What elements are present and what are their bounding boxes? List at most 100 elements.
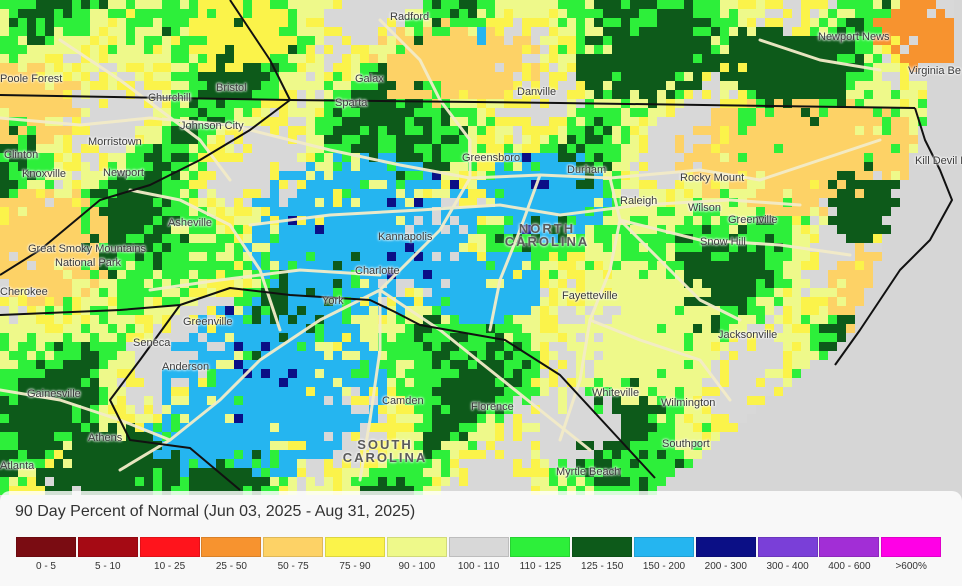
grid-cell — [450, 405, 459, 414]
grid-cell — [414, 72, 423, 81]
grid-cell — [864, 279, 873, 288]
grid-cell — [531, 216, 540, 225]
grid-cell — [846, 90, 855, 99]
grid-cell — [504, 225, 513, 234]
grid-cell — [423, 315, 432, 324]
grid-cell — [729, 90, 738, 99]
grid-cell — [738, 414, 747, 423]
grid-cell — [252, 342, 261, 351]
grid-cell — [603, 396, 612, 405]
grid-cell — [936, 0, 945, 9]
grid-cell — [162, 297, 171, 306]
grid-cell — [477, 261, 486, 270]
grid-cell — [243, 450, 252, 459]
grid-cell — [189, 396, 198, 405]
grid-cell — [432, 0, 441, 9]
grid-cell — [135, 207, 144, 216]
grid-cell — [522, 198, 531, 207]
grid-cell — [414, 27, 423, 36]
grid-cell — [18, 252, 27, 261]
grid-cell — [630, 27, 639, 36]
grid-cell — [198, 387, 207, 396]
grid-cell — [720, 198, 729, 207]
grid-cell — [864, 108, 873, 117]
grid-cell — [234, 63, 243, 72]
grid-cell — [423, 117, 432, 126]
grid-cell — [171, 198, 180, 207]
grid-cell — [729, 162, 738, 171]
grid-cell — [306, 288, 315, 297]
grid-cell — [288, 378, 297, 387]
grid-cell — [207, 9, 216, 18]
grid-cell — [441, 81, 450, 90]
grid-cell — [135, 99, 144, 108]
grid-cell — [846, 72, 855, 81]
grid-cell — [432, 117, 441, 126]
grid-cell — [900, 0, 909, 9]
grid-cell — [918, 63, 927, 72]
grid-cell — [522, 135, 531, 144]
grid-cell — [153, 207, 162, 216]
grid-cell — [585, 144, 594, 153]
grid-cell — [441, 369, 450, 378]
grid-cell — [675, 387, 684, 396]
grid-cell — [549, 450, 558, 459]
grid-cell — [594, 0, 603, 9]
grid-cell — [9, 225, 18, 234]
grid-cell — [846, 99, 855, 108]
grid-cell — [306, 9, 315, 18]
grid-cell — [549, 90, 558, 99]
grid-cell — [900, 144, 909, 153]
grid-cell — [279, 387, 288, 396]
grid-cell — [495, 360, 504, 369]
grid-cell — [297, 315, 306, 324]
grid-cell — [900, 99, 909, 108]
grid-cell — [675, 324, 684, 333]
grid-cell — [90, 90, 99, 99]
grid-cell — [639, 36, 648, 45]
grid-cell — [369, 63, 378, 72]
grid-cell — [333, 270, 342, 279]
grid-cell — [324, 162, 333, 171]
grid-cell — [243, 315, 252, 324]
grid-cell — [459, 270, 468, 279]
grid-cell — [252, 216, 261, 225]
grid-cell — [423, 216, 432, 225]
grid-cell — [279, 369, 288, 378]
grid-cell — [828, 135, 837, 144]
grid-cell — [621, 279, 630, 288]
grid-cell — [756, 279, 765, 288]
grid-cell — [279, 405, 288, 414]
grid-cell — [414, 396, 423, 405]
grid-cell — [9, 45, 18, 54]
grid-cell — [153, 99, 162, 108]
grid-cell — [702, 36, 711, 45]
grid-cell — [522, 459, 531, 468]
grid-cell — [666, 189, 675, 198]
grid-cell — [846, 9, 855, 18]
grid-cell — [63, 378, 72, 387]
grid-cell — [738, 27, 747, 36]
grid-cell — [279, 99, 288, 108]
grid-cell — [135, 72, 144, 81]
grid-cell — [117, 198, 126, 207]
grid-cell — [342, 126, 351, 135]
grid-cell — [738, 333, 747, 342]
grid-cell — [90, 360, 99, 369]
grid-cell — [756, 306, 765, 315]
grid-cell — [243, 279, 252, 288]
grid-cell — [288, 405, 297, 414]
grid-cell — [288, 63, 297, 72]
grid-cell — [522, 180, 531, 189]
grid-cell — [45, 288, 54, 297]
grid-cell — [369, 324, 378, 333]
grid-cell — [234, 315, 243, 324]
grid-cell — [324, 279, 333, 288]
grid-cell — [612, 90, 621, 99]
grid-cell — [234, 0, 243, 9]
grid-cell — [360, 306, 369, 315]
grid-cell — [603, 144, 612, 153]
grid-cell — [234, 198, 243, 207]
grid-cell — [702, 387, 711, 396]
